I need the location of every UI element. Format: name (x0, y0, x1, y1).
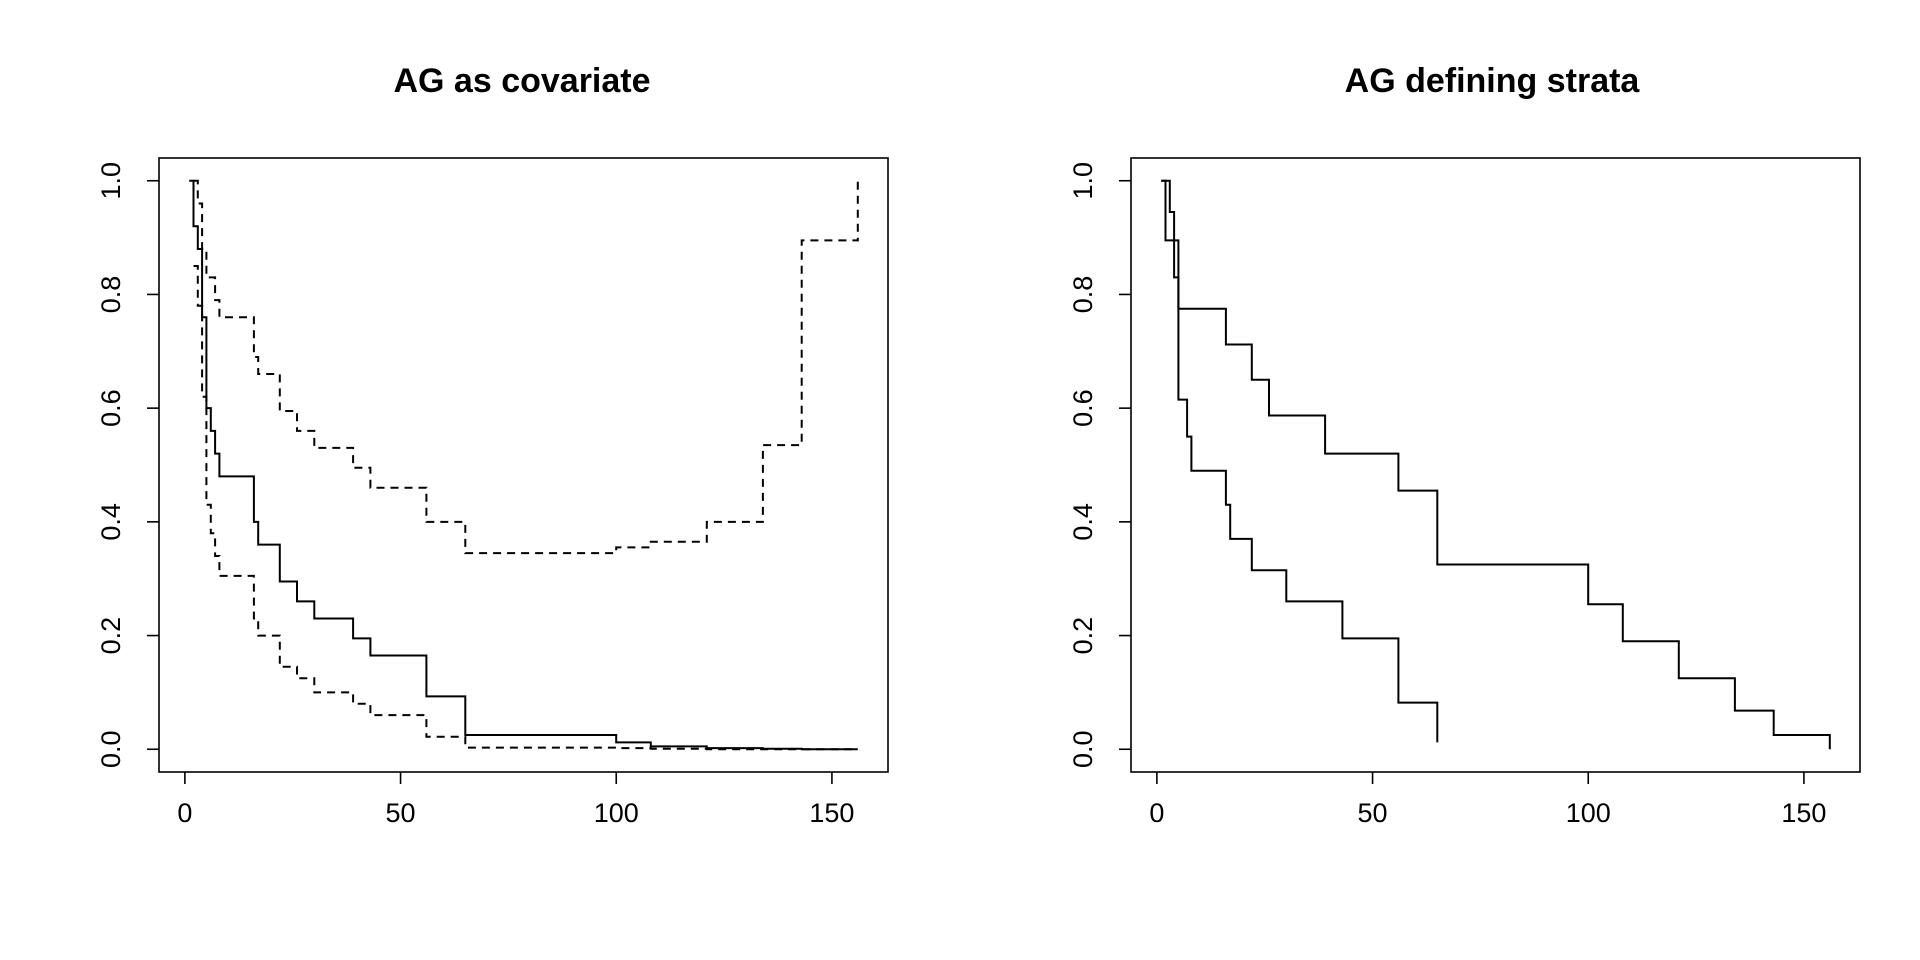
series-line-1 (189, 179, 858, 751)
y-tick-label: 0.0 (96, 730, 126, 768)
y-tick-label: 0.8 (96, 276, 126, 314)
panel-ag-defining-strata: AG defining strata 0 50 100 150 0.0 0.2 0.4 0.6… (1068, 62, 1861, 828)
chart-title: AG defining strata (1345, 62, 1641, 100)
plot-frame (158, 157, 889, 773)
y-tick-label: 0.2 (96, 617, 126, 655)
y-tick-label: 0.2 (1068, 617, 1098, 655)
x-tick-label: 50 (386, 798, 416, 828)
panel-ag-as-covariate: AG as covariate 0 50 100 150 0.0 0.2 0.4 0.6 0.8… (96, 62, 889, 828)
x-tick-label: 0 (177, 798, 192, 828)
series-line-2 (1161, 179, 1439, 743)
y-tick-label: 1.0 (1068, 162, 1098, 200)
x-tick-label: 50 (1358, 798, 1388, 828)
y-tick-label: 0.4 (96, 503, 126, 541)
y-tick-label: 0.6 (1068, 389, 1098, 427)
y-tick-label: 0.4 (1068, 503, 1098, 541)
x-tick-label: 100 (594, 798, 639, 828)
x-tick-label: 100 (1566, 798, 1611, 828)
series-line-3 (193, 265, 858, 751)
series-line-1 (1161, 179, 1831, 750)
y-tick-label: 0.8 (1068, 276, 1098, 314)
y-tick-label: 0.6 (96, 389, 126, 427)
series-line-2 (193, 179, 859, 555)
plot-frame (1130, 157, 1861, 773)
x-tick-label: 0 (1149, 798, 1164, 828)
chart-title: AG as covariate (393, 62, 650, 100)
y-tick-label: 1.0 (96, 162, 126, 200)
x-tick-label: 150 (1781, 798, 1826, 828)
x-tick-label: 150 (809, 798, 854, 828)
y-tick-label: 0.0 (1068, 730, 1098, 768)
